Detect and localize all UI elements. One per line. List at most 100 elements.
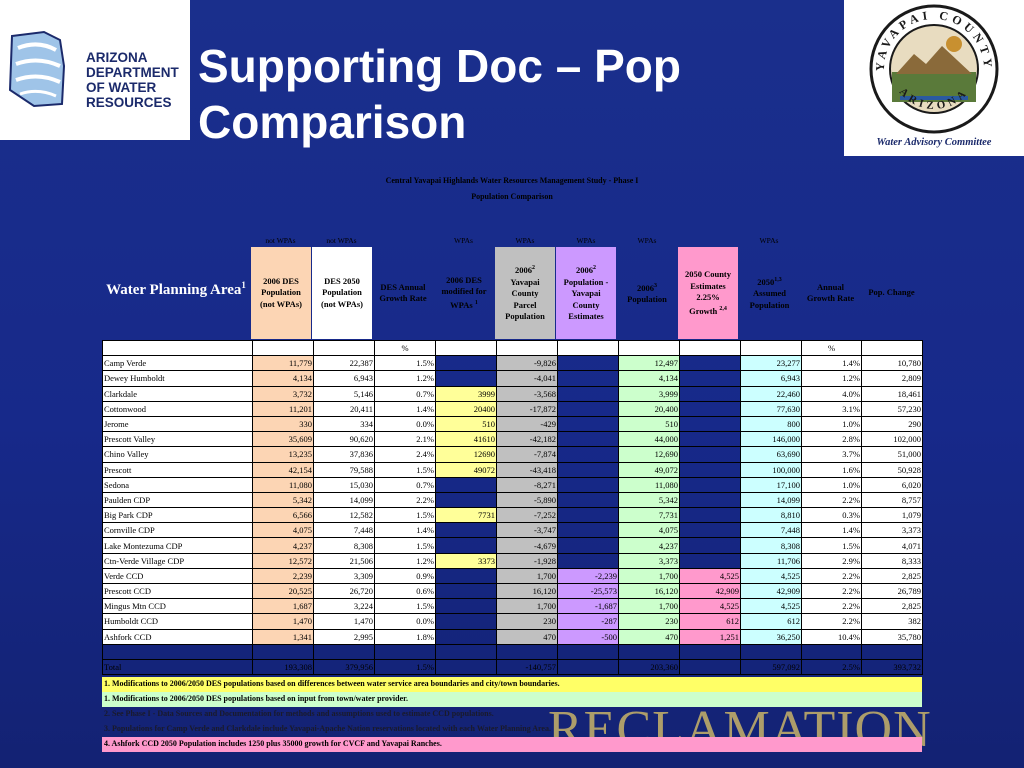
table-row: Lake Montezuma CDP 4,237 8,308 1.5% -4,679 4,… xyxy=(102,537,923,554)
row-label: Big Park CDP xyxy=(102,507,253,524)
table-cell: 1.4% xyxy=(374,522,436,539)
table-cell: 20,411 xyxy=(313,400,375,417)
table-cell: 1,251 xyxy=(679,628,741,645)
table-cell: 2,239 xyxy=(252,567,314,585)
table-cell: 1,341 xyxy=(252,628,314,645)
row-label: Humboldt CCD xyxy=(102,613,253,630)
table-row: Camp Verde 11,779 22,387 1.5% -9,826 12,497 23… xyxy=(102,355,923,372)
area-label: Water Planning Area xyxy=(106,282,242,298)
study-title: Central Yavapai Highlands Water Resource… xyxy=(102,173,922,205)
wpa-tag: WPAs xyxy=(759,236,779,245)
row-label: Verde CCD xyxy=(102,567,253,585)
row-label: Camp Verde xyxy=(102,355,253,372)
table-row: Cottonwood 11,201 20,411 1.4% 20400 -17,872 20… xyxy=(102,400,923,417)
col-header-annual-growth: Annual Growth Rate xyxy=(801,247,860,339)
adwr-line: DEPARTMENT xyxy=(86,65,179,80)
table-row: Cornville CDP 4,075 7,448 1.4% -3,747 4,075 7,… xyxy=(102,522,923,539)
row-label: Paulden CDP xyxy=(102,491,253,509)
table-cell: -1,687 xyxy=(557,598,619,615)
hdr-sup: 2 xyxy=(592,265,596,272)
hdr-line: WPAs xyxy=(450,299,475,310)
table-cell: 7,448 xyxy=(313,522,375,539)
table-cell xyxy=(679,385,741,402)
table-row: Paulden CDP 5,342 14,099 2.2% -5,890 5,342 14,… xyxy=(102,491,923,509)
table-cell: 612 xyxy=(679,613,741,630)
table-cell: 102,000 xyxy=(861,431,923,448)
table-cell: 12690 xyxy=(435,446,497,463)
table-cell: 3,373 xyxy=(618,552,680,569)
table-cell: 12,690 xyxy=(618,446,680,463)
table-cell: 18,461 xyxy=(861,385,923,402)
table-cell xyxy=(557,461,619,478)
hdr-line: Yavapai xyxy=(571,288,601,299)
table-cell xyxy=(557,431,619,448)
hdr-sup: 3 xyxy=(654,282,657,289)
table-cell: 1,687 xyxy=(252,598,314,615)
table-cell: 1,700 xyxy=(496,567,558,585)
table-cell: 2.2% xyxy=(374,491,436,509)
table-cell: -429 xyxy=(496,415,558,433)
hdr-sup: 1 xyxy=(474,299,478,306)
adwr-logo: ARIZONA DEPARTMENT OF WATER RESOURCES xyxy=(0,0,190,140)
table-cell: 2,825 xyxy=(861,598,923,615)
footnote: 2. See Phase I - Data Sources and Docume… xyxy=(104,709,494,718)
table-row: Verde CCD 2,239 3,309 0.9% 1,700 -2,239 1,700 4… xyxy=(102,567,923,585)
hdr-line: County xyxy=(511,288,539,299)
area-sup: 1 xyxy=(241,280,246,290)
table-cell: 612 xyxy=(740,613,802,630)
table-cell: 3999 xyxy=(435,385,497,402)
table-row: Prescott Valley 35,609 90,620 2.1% 41610 -42,… xyxy=(102,431,923,448)
table-cell: 21,506 xyxy=(313,552,375,569)
table-cell: 0.7% xyxy=(374,385,436,402)
table-cell: 2.2% xyxy=(801,582,862,600)
table-cell xyxy=(679,507,741,524)
table-cell xyxy=(557,400,619,417)
table-cell: 14,099 xyxy=(313,491,375,509)
table-row: Sedona 11,080 15,030 0.7% -8,271 11,080 17,100… xyxy=(102,476,923,493)
title-line-1: Supporting Doc – Pop xyxy=(198,40,681,92)
hdr-line: 2006 DES xyxy=(446,274,482,285)
table-cell: 2.2% xyxy=(801,613,862,630)
table-cell: 1.0% xyxy=(801,415,862,433)
table-cell: 1.2% xyxy=(801,370,862,387)
table-cell: 41610 xyxy=(435,431,497,448)
table-cell: 1.8% xyxy=(374,628,436,645)
table-row: Humboldt CCD 1,470 1,470 0.0% 230 -287 230 612 6… xyxy=(102,613,923,630)
table-cell xyxy=(313,339,375,357)
col-header-pop-change: Pop. Change xyxy=(861,247,922,339)
table-cell: 1.5% xyxy=(801,537,862,554)
table-cell: 0.7% xyxy=(374,476,436,493)
table-cell: 6,943 xyxy=(313,370,375,387)
table-cell xyxy=(557,385,619,402)
row-label: Prescott Valley xyxy=(102,431,253,448)
row-label: Chino Valley xyxy=(102,446,253,463)
footnote: 1. Modifications to 2006/2050 DES popula… xyxy=(102,677,922,692)
table-cell: 3373 xyxy=(435,552,497,569)
table-cell: 44,000 xyxy=(618,431,680,448)
table-cell: -8,271 xyxy=(496,476,558,493)
table-cell: 2.5% xyxy=(801,658,862,676)
adwr-logo-text: ARIZONA DEPARTMENT OF WATER RESOURCES xyxy=(86,50,179,110)
table-cell: -3,747 xyxy=(496,522,558,539)
table-cell xyxy=(435,658,497,676)
committee-label: Water Advisory Committee xyxy=(876,137,992,148)
table-cell: -9,826 xyxy=(496,355,558,372)
table-cell xyxy=(557,552,619,569)
table-cell: 42,909 xyxy=(740,582,802,600)
table-cell: 1,470 xyxy=(252,613,314,630)
row-label: Dewey Humboldt xyxy=(102,370,253,387)
table-cell xyxy=(679,522,741,539)
table-cell: 11,080 xyxy=(252,476,314,493)
table-cell: 393,732 xyxy=(861,658,923,676)
table-cell: 42,909 xyxy=(679,582,741,600)
table-cell: -25,573 xyxy=(557,582,619,600)
table-cell: 100,000 xyxy=(740,461,802,478)
table-cell: -7,252 xyxy=(496,507,558,524)
table-row: Ctn-Verde Village CDP 12,572 21,506 1.2% 337… xyxy=(102,552,923,569)
hdr-line: Estimates xyxy=(690,280,726,291)
table-cell: 1.5% xyxy=(374,658,436,676)
footnote: 1. Modifications to 2006/2050 DES popula… xyxy=(102,692,922,707)
table-cell: -140,757 xyxy=(496,658,558,676)
table-cell: 3,309 xyxy=(313,567,375,585)
hdr-line: 2006 DES xyxy=(263,275,299,286)
